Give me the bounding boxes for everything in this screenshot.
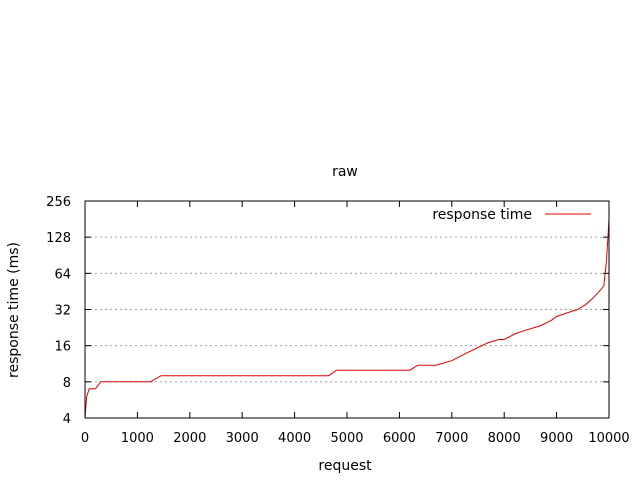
x-axis-label: request: [318, 458, 372, 474]
legend-label-response-time: response time: [432, 207, 532, 223]
x-tick-label: 7000: [435, 431, 468, 446]
chart-title: raw: [332, 164, 358, 180]
x-tick-label: 8000: [488, 431, 521, 446]
y-tick-label: 8: [63, 376, 71, 391]
x-tick-label: 9000: [540, 431, 573, 446]
y-tick-label: 32: [54, 304, 71, 319]
x-tick-label: 5000: [330, 431, 363, 446]
y-tick-label: 4: [63, 412, 71, 427]
series-layer: [84, 219, 610, 419]
y-axis-label: response time (ms): [6, 242, 22, 378]
x-tick-label: 6000: [383, 431, 416, 446]
x-tick-label: 4000: [278, 431, 311, 446]
legend: response time: [432, 207, 591, 223]
axis-ticks: 4 8 16 32 64 128 256 0 1000 2000 3000 4000 5000 6000 7…: [46, 195, 630, 446]
grid-lines: [85, 236, 609, 383]
x-tick-label: 2000: [173, 431, 206, 446]
y-tick-label: 256: [46, 195, 71, 210]
y-tick-label: 16: [54, 340, 71, 355]
x-tick-label: 10000: [588, 431, 629, 446]
x-tick-label: 1000: [121, 431, 154, 446]
y-tick-label: 128: [46, 231, 71, 246]
plot-frame: [84, 200, 610, 419]
x-tick-label: 3000: [226, 431, 259, 446]
series-line-response-time: [84, 219, 610, 419]
y-tick-label: 64: [54, 267, 71, 282]
x-tick-label: 0: [81, 431, 89, 446]
